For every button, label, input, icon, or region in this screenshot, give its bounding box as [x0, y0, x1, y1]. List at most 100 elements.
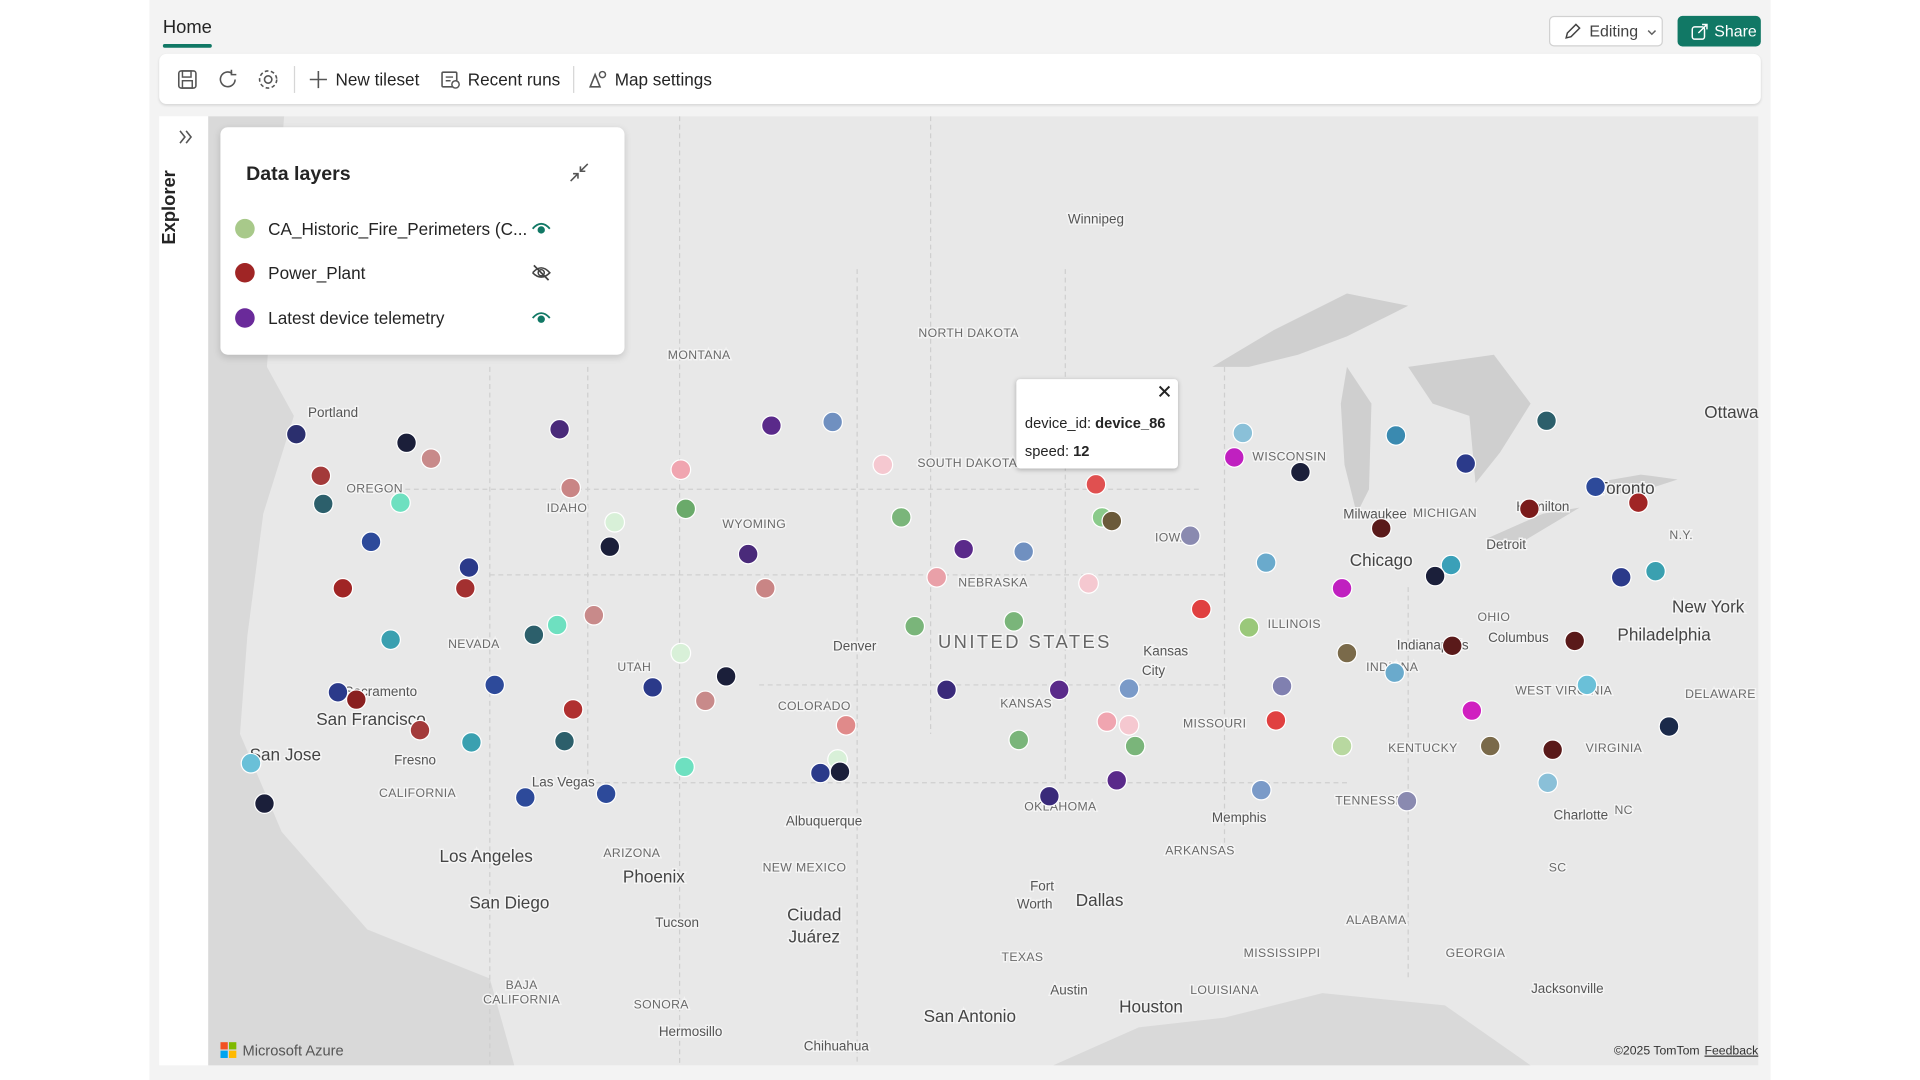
map-marker[interactable]: [1118, 678, 1140, 700]
map-marker[interactable]: [312, 493, 334, 515]
map-marker[interactable]: [1118, 714, 1140, 736]
map-marker[interactable]: [285, 423, 307, 445]
map-marker[interactable]: [562, 699, 584, 720]
map-marker[interactable]: [549, 418, 571, 440]
visible-icon[interactable]: [531, 221, 551, 236]
settings-icon[interactable]: [257, 68, 279, 90]
home-tab[interactable]: Home: [162, 17, 212, 38]
map-marker[interactable]: [1610, 566, 1632, 588]
map-marker[interactable]: [1271, 675, 1293, 697]
map-marker[interactable]: [1190, 598, 1212, 620]
map-marker[interactable]: [327, 681, 349, 703]
map-marker[interactable]: [1385, 425, 1407, 446]
map-marker[interactable]: [1479, 735, 1501, 757]
map-marker[interactable]: [1008, 729, 1030, 751]
map-marker[interactable]: [1536, 410, 1557, 432]
map-marker[interactable]: [1250, 779, 1272, 801]
map-marker[interactable]: [1331, 577, 1353, 599]
map-marker[interactable]: [604, 511, 626, 533]
map-marker[interactable]: [1096, 711, 1118, 733]
map-marker[interactable]: [1038, 785, 1060, 807]
map-marker[interactable]: [1106, 769, 1128, 791]
map-marker[interactable]: [310, 465, 332, 487]
map-marker[interactable]: [761, 415, 782, 437]
expand-icon[interactable]: [178, 128, 195, 145]
map-marker[interactable]: [1576, 674, 1598, 696]
map-marker[interactable]: [1537, 772, 1559, 794]
map[interactable]: Winnipeg NORTH DAKOTA MONTANA SOUTH DAKOTA P…: [208, 116, 1759, 1066]
close-icon[interactable]: [1158, 385, 1171, 397]
map-marker[interactable]: [890, 506, 912, 528]
map-marker[interactable]: [254, 793, 275, 814]
save-icon[interactable]: [176, 68, 198, 90]
map-marker[interactable]: [1370, 517, 1392, 539]
map-marker[interactable]: [560, 477, 582, 499]
map-marker[interactable]: [904, 615, 926, 637]
map-marker[interactable]: [822, 411, 844, 433]
explorer-label[interactable]: Explorer: [159, 170, 181, 245]
map-marker[interactable]: [523, 624, 545, 646]
map-marker[interactable]: [595, 783, 617, 805]
map-marker[interactable]: [737, 543, 759, 565]
map-marker[interactable]: [1223, 447, 1245, 468]
visible-icon[interactable]: [531, 311, 551, 326]
map-marker[interactable]: [675, 498, 697, 520]
map-marker[interactable]: [1290, 461, 1311, 483]
map-marker[interactable]: [670, 459, 692, 481]
map-marker[interactable]: [926, 566, 948, 588]
map-marker[interactable]: [458, 557, 480, 578]
map-marker[interactable]: [1461, 700, 1483, 722]
layer-row[interactable]: Latest device telemetry: [235, 303, 602, 332]
map-marker[interactable]: [583, 604, 605, 626]
map-marker[interactable]: [360, 531, 382, 553]
map-marker[interactable]: [1179, 525, 1201, 547]
map-marker[interactable]: [1396, 790, 1418, 812]
map-marker[interactable]: [599, 536, 621, 558]
map-marker[interactable]: [454, 577, 476, 599]
map-marker[interactable]: [1627, 492, 1649, 514]
map-marker[interactable]: [1518, 498, 1540, 520]
map-marker[interactable]: [1455, 453, 1477, 474]
map-marker[interactable]: [240, 752, 262, 774]
map-marker[interactable]: [1255, 552, 1277, 574]
map-marker[interactable]: [409, 719, 431, 741]
map-marker[interactable]: [936, 679, 957, 701]
map-marker[interactable]: [420, 448, 442, 470]
map-marker[interactable]: [835, 714, 857, 736]
map-marker[interactable]: [546, 614, 568, 636]
layer-row[interactable]: Power_Plant: [235, 258, 602, 287]
map-marker[interactable]: [1384, 662, 1406, 684]
map-marker[interactable]: [1003, 610, 1025, 632]
map-settings-button[interactable]: Map settings: [588, 54, 712, 104]
hidden-icon[interactable]: [531, 264, 551, 281]
map-marker[interactable]: [554, 730, 575, 752]
map-marker[interactable]: [396, 432, 417, 454]
map-marker[interactable]: [1658, 716, 1680, 737]
map-marker[interactable]: [1232, 422, 1254, 444]
map-marker[interactable]: [484, 674, 506, 696]
map-marker[interactable]: [1585, 476, 1606, 498]
map-marker[interactable]: [1424, 565, 1446, 587]
refresh-icon[interactable]: [217, 68, 239, 90]
map-marker[interactable]: [380, 629, 402, 651]
map-marker[interactable]: [1564, 630, 1586, 652]
map-marker[interactable]: [715, 665, 737, 687]
collapse-icon[interactable]: [568, 161, 590, 183]
map-marker[interactable]: [1048, 679, 1070, 701]
map-marker[interactable]: [810, 762, 831, 784]
map-marker[interactable]: [461, 732, 482, 753]
recent-runs-button[interactable]: Recent runs: [441, 54, 560, 104]
map-marker[interactable]: [1441, 635, 1463, 657]
feedback-link[interactable]: Feedback: [1704, 1044, 1759, 1058]
new-tileset-button[interactable]: New tileset: [309, 54, 419, 104]
map-marker[interactable]: [953, 538, 975, 560]
map-marker[interactable]: [514, 787, 536, 808]
map-marker[interactable]: [1124, 735, 1146, 757]
map-marker[interactable]: [1265, 710, 1287, 731]
map-marker[interactable]: [872, 454, 894, 476]
map-marker[interactable]: [1013, 541, 1035, 563]
editing-button[interactable]: Editing: [1548, 15, 1663, 47]
map-marker[interactable]: [754, 577, 776, 599]
share-button[interactable]: Share: [1677, 15, 1761, 47]
map-marker[interactable]: [694, 690, 716, 712]
